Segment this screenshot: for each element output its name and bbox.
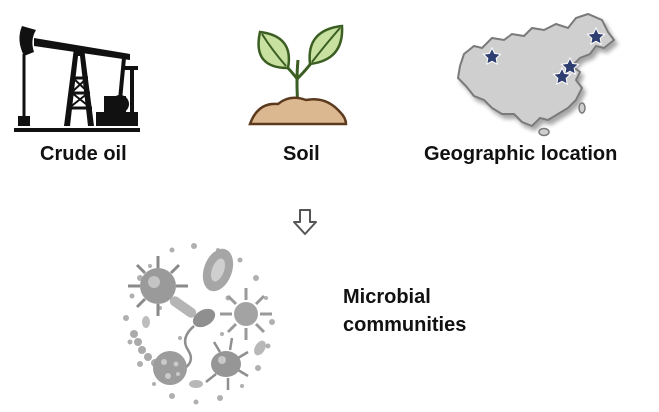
microbial-communities-label: Microbial communities xyxy=(343,283,466,339)
crude-oil-label: Crude oil xyxy=(40,143,127,165)
microbial-label-line2: communities xyxy=(343,314,467,336)
seedling-icon xyxy=(248,24,348,126)
microbial-label-line1: Microbial xyxy=(343,286,431,308)
arrow-down-icon xyxy=(293,209,317,235)
china-map-icon xyxy=(456,12,616,137)
geographic-location-label: Geographic location xyxy=(424,143,618,165)
oil-pumpjack-icon xyxy=(14,26,140,132)
microbes-icon xyxy=(123,243,275,405)
soil-label: Soil xyxy=(283,143,320,165)
